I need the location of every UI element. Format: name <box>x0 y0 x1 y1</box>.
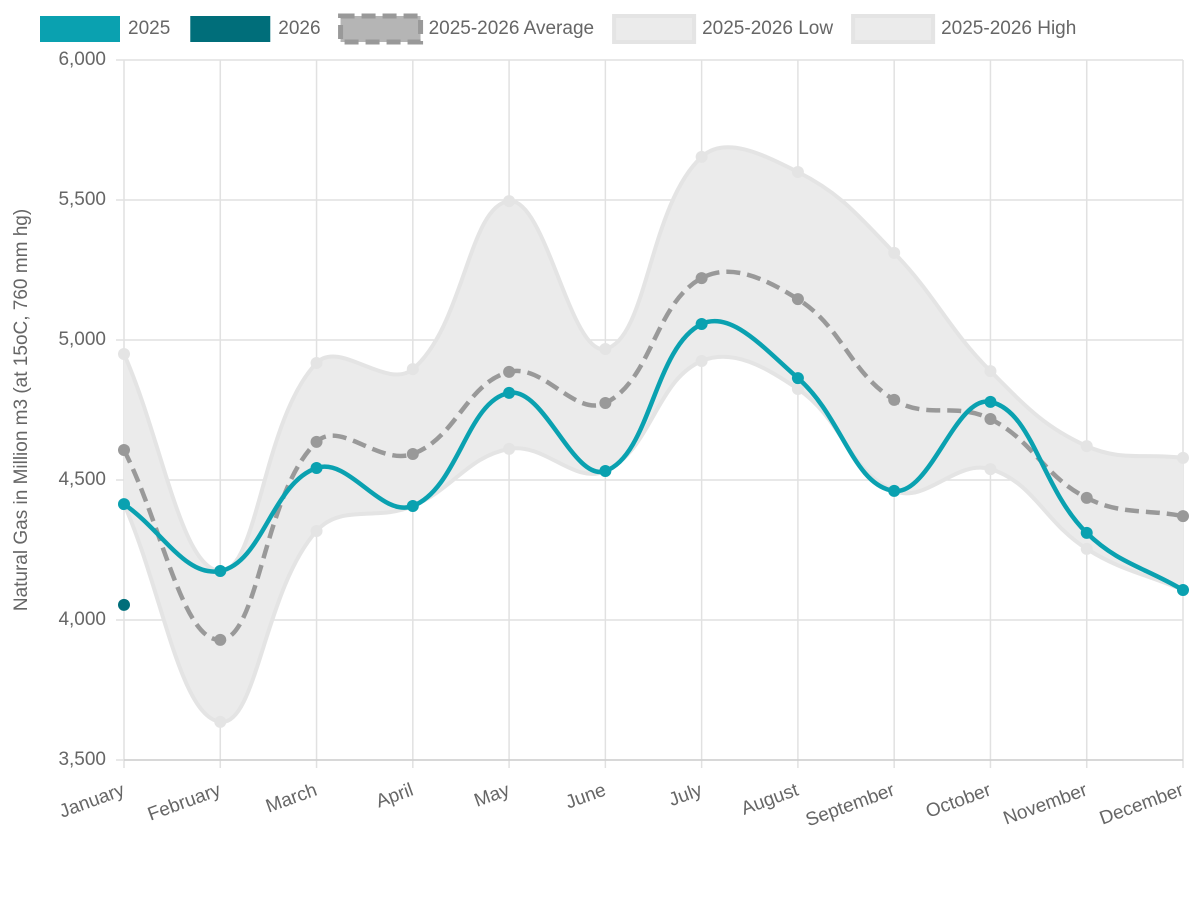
x-tick-label: July <box>666 780 705 811</box>
y-axis-title: Natural Gas in Million m3 (at 15oC, 760 … <box>11 209 32 611</box>
data-point <box>791 293 804 306</box>
data-point <box>888 246 901 259</box>
x-tick-label: December <box>1097 779 1187 829</box>
y-tick-label: 4,500 <box>58 469 106 490</box>
legend-item[interactable]: 2025-2026 High <box>851 14 1076 44</box>
data-point <box>599 397 612 409</box>
x-tick-label: November <box>1001 779 1091 829</box>
x-tick-label: October <box>923 779 994 822</box>
legend-label: 2025-2026 Average <box>429 18 595 39</box>
data-point <box>888 484 901 497</box>
data-point <box>1080 491 1093 504</box>
data-point <box>214 715 227 728</box>
x-tick-label: March <box>263 780 320 818</box>
range-band <box>124 147 1183 723</box>
legend-item[interactable]: 2025-2026 Average <box>338 13 595 45</box>
data-point <box>1080 440 1093 453</box>
x-tick-label: June <box>563 780 609 814</box>
data-point <box>118 444 130 457</box>
x-tick-label: April <box>373 780 416 813</box>
data-point <box>791 166 804 178</box>
legend-item[interactable]: 2025 <box>40 16 170 42</box>
data-point <box>214 565 227 577</box>
data-point <box>695 150 708 163</box>
legend-item[interactable]: 2026 <box>190 16 321 42</box>
data-point <box>118 498 130 511</box>
data-point <box>695 318 708 331</box>
x-tick-label: January <box>57 780 128 823</box>
data-point <box>310 356 323 369</box>
data-point <box>406 500 419 513</box>
data-point <box>695 272 708 285</box>
y-tick-label: 5,500 <box>58 189 106 210</box>
data-point <box>984 412 997 425</box>
data-point <box>1177 584 1189 597</box>
data-point <box>984 395 997 408</box>
data-point <box>310 524 323 537</box>
data-point <box>310 435 323 448</box>
data-point <box>695 355 708 367</box>
data-point <box>888 393 901 406</box>
data-point <box>503 442 516 455</box>
data-point <box>1177 510 1189 523</box>
legend-label: 2025-2026 Low <box>702 18 833 39</box>
data-point <box>118 348 130 360</box>
data-point <box>791 383 804 395</box>
legend-label: 2025 <box>128 18 170 39</box>
legend-swatch <box>851 14 936 44</box>
x-tick-label: September <box>803 779 898 831</box>
data-point <box>1080 526 1093 539</box>
data-point <box>406 447 419 460</box>
data-point <box>791 372 804 385</box>
legend-swatch <box>338 13 424 45</box>
x-tick-label: August <box>739 779 802 819</box>
y-tick-label: 4,000 <box>58 609 106 630</box>
legend-label: 2025-2026 High <box>941 18 1076 39</box>
x-tick-label: February <box>145 780 224 826</box>
legend-swatch <box>612 14 697 44</box>
data-point <box>1080 542 1093 555</box>
y-tick-label: 3,500 <box>58 749 106 770</box>
data-point <box>503 195 516 208</box>
data-point <box>503 386 516 399</box>
legend-swatch <box>40 16 120 42</box>
legend-swatch <box>190 16 271 42</box>
data-point <box>599 465 612 478</box>
data-point <box>984 365 997 378</box>
legend-label: 2026 <box>278 18 320 39</box>
x-tick-label: May <box>472 780 513 812</box>
data-point <box>503 365 516 378</box>
data-point <box>214 633 227 646</box>
data-point <box>406 363 419 376</box>
data-point <box>310 461 323 474</box>
y-tick-label: 5,000 <box>58 329 106 350</box>
data-point <box>1177 451 1189 464</box>
legend-item[interactable]: 2025-2026 Low <box>612 14 833 44</box>
y-tick-label: 6,000 <box>58 49 106 70</box>
data-point <box>118 598 130 611</box>
data-point <box>984 463 997 476</box>
data-point <box>599 342 612 355</box>
